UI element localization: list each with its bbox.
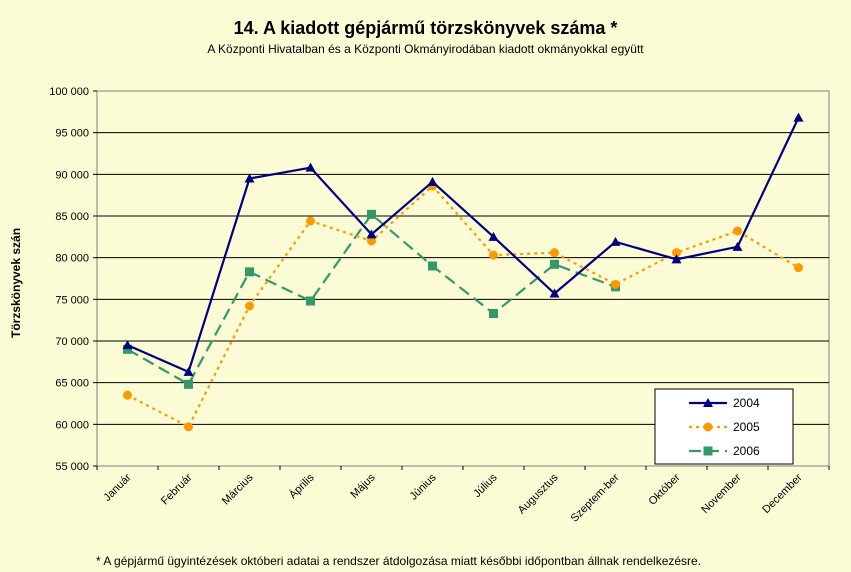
legend-label: 2005 — [733, 420, 760, 434]
data-point — [183, 366, 194, 376]
x-tick-label: Október — [646, 471, 682, 507]
data-point — [184, 379, 193, 389]
data-point — [245, 301, 254, 311]
series-line-2004 — [127, 117, 800, 374]
legend-marker — [703, 446, 713, 456]
footnote: * A gépjármű ügyintézések októberi adata… — [96, 554, 702, 568]
y-tick-label: 75 000 — [55, 294, 89, 306]
legend-label: 2004 — [733, 396, 760, 410]
data-point — [610, 236, 621, 246]
x-tick-label: Május — [348, 471, 378, 501]
legend-marker — [703, 422, 713, 432]
chart-title: 14. A kiadott gépjármű törzskönyvek szám… — [233, 18, 618, 38]
data-point — [489, 250, 498, 260]
x-tick-label: November — [699, 471, 744, 516]
data-point — [671, 254, 682, 264]
data-point — [611, 279, 620, 289]
data-point — [489, 309, 498, 318]
data-point — [123, 390, 132, 400]
y-tick-label: 90 000 — [55, 169, 89, 181]
y-axis-label: Törzskönyvek szán — [9, 228, 23, 338]
y-tick-label: 100 000 — [49, 86, 89, 98]
data-point — [794, 263, 803, 273]
data-point — [550, 259, 559, 269]
data-point — [122, 340, 133, 350]
x-tick-label: Április — [286, 471, 317, 502]
data-point — [244, 173, 255, 183]
y-tick-label: 95 000 — [55, 128, 89, 140]
series-2004 — [122, 112, 804, 376]
data-point — [488, 231, 499, 241]
data-point — [793, 112, 804, 122]
data-point — [428, 261, 437, 271]
data-point — [306, 216, 315, 226]
series-2006 — [123, 209, 620, 389]
data-point — [367, 209, 376, 219]
legend-marker — [703, 398, 713, 407]
chart-subtitle: A Központi Hivatalban és a Központi Okmá… — [207, 42, 644, 56]
y-tick-label: 60 000 — [55, 419, 89, 431]
x-tick-label: Február — [159, 471, 195, 507]
x-tick-label: Január — [101, 471, 134, 504]
data-point — [305, 162, 316, 172]
x-tick-label: Március — [220, 471, 256, 507]
data-point — [366, 229, 377, 239]
series-line-2005 — [126, 184, 800, 429]
x-tick-label: Szeptem-ber — [569, 471, 622, 524]
data-point — [732, 241, 743, 251]
legend: 2004 2005 2006 — [654, 388, 794, 465]
data-point — [367, 236, 376, 246]
x-tick-label: Augusztus — [516, 471, 561, 516]
data-point — [733, 226, 742, 236]
data-point — [550, 248, 559, 258]
series-2005 — [123, 181, 803, 432]
data-point — [245, 267, 254, 277]
data-point — [672, 248, 681, 258]
y-tick-label: 80 000 — [55, 253, 89, 265]
data-point — [123, 344, 132, 354]
data-point — [549, 288, 560, 298]
x-tick-label: December — [760, 471, 805, 516]
legend-label: 2006 — [733, 444, 760, 458]
y-tick-label: 65 000 — [55, 378, 89, 390]
data-point — [427, 176, 438, 186]
x-tick-label: Június — [408, 471, 439, 502]
data-point — [184, 422, 193, 432]
y-tick-label: 55 000 — [55, 461, 89, 473]
x-tick-label: Július — [471, 471, 500, 500]
y-tick-label: 85 000 — [55, 211, 89, 223]
y-tick-label: 70 000 — [55, 336, 89, 348]
data-point — [306, 296, 315, 306]
